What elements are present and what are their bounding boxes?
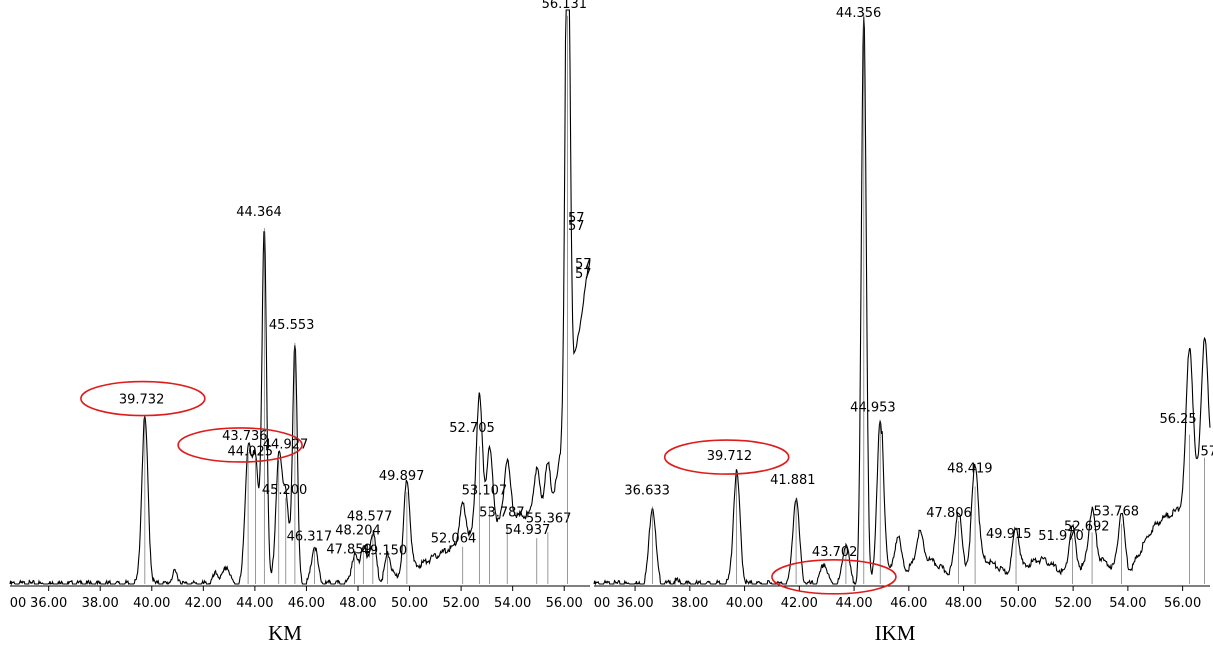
peak-label: 36.633 bbox=[624, 484, 670, 499]
x-tick-label: 44.00 bbox=[835, 596, 872, 611]
peak-label: 53.787 bbox=[479, 506, 525, 521]
x-tick-label: 00 bbox=[10, 596, 27, 611]
peak-label: 48.577 bbox=[347, 509, 393, 524]
peak-label: 56.131 bbox=[542, 0, 588, 12]
peak-label: 49.897 bbox=[379, 469, 425, 484]
peak-label: 49.150 bbox=[362, 543, 408, 558]
x-tick-label: 40.00 bbox=[133, 596, 170, 611]
peak-label: 52.064 bbox=[431, 532, 477, 547]
panel-caption: IKM bbox=[875, 621, 916, 645]
tail-label: 57 bbox=[568, 211, 585, 226]
peak-label: 54.937 bbox=[505, 523, 551, 538]
peak-label: 44.927 bbox=[263, 438, 309, 453]
chromatogram-trace bbox=[593, 16, 1211, 586]
x-tick-label: 42.00 bbox=[781, 596, 818, 611]
x-tick-label: 38.00 bbox=[82, 596, 119, 611]
peak-label: 44.025 bbox=[228, 445, 273, 460]
peak-label: 53.768 bbox=[1094, 505, 1140, 520]
peak-label: 41.881 bbox=[770, 473, 816, 488]
x-tick-label: 56.00 bbox=[1164, 596, 1201, 611]
peak-label: 45.200 bbox=[262, 483, 308, 498]
x-tick-label: 48.00 bbox=[945, 596, 982, 611]
tail-label: 57 bbox=[575, 257, 592, 272]
x-tick-label: 00 bbox=[594, 596, 611, 611]
peak-label: 47.806 bbox=[926, 506, 972, 521]
peak-label: 52.705 bbox=[449, 421, 495, 436]
peak-label: 39.732 bbox=[119, 393, 164, 408]
highlight-ellipse bbox=[80, 380, 206, 417]
x-tick-label: 36.00 bbox=[30, 596, 67, 611]
x-tick-label: 54.00 bbox=[1109, 596, 1146, 611]
chart-panel-ikm: 00 36.00 38.00 40.00 42.00 44.00 46.00 48.00 50.… bbox=[593, 6, 1213, 645]
x-tick-label: 50.00 bbox=[391, 596, 428, 611]
peak-label: 47.859 bbox=[326, 542, 372, 557]
peak-label: 51.970 bbox=[1038, 529, 1084, 544]
x-tick-label: 46.00 bbox=[288, 596, 325, 611]
peak-label: 52.692 bbox=[1064, 519, 1110, 534]
peak-label: 44.356 bbox=[836, 6, 882, 21]
x-tick-label: 42.00 bbox=[185, 596, 222, 611]
x-tick-label: 36.00 bbox=[616, 596, 653, 611]
peak-label: 39.712 bbox=[707, 449, 753, 464]
x-tick-label: 40.00 bbox=[726, 596, 763, 611]
peak-label: 55.367 bbox=[526, 511, 572, 526]
chart-panel-km: 00 36.00 38.00 40.00 42.00 44.00 46.00 48.00 50.… bbox=[9, 0, 592, 645]
highlight-ellipse bbox=[771, 559, 897, 595]
x-tick-label: 38.00 bbox=[671, 596, 708, 611]
x-tick-label: 44.00 bbox=[236, 596, 273, 611]
peak-label: 43.736 bbox=[222, 429, 268, 444]
peak-label: 48.419 bbox=[947, 461, 993, 476]
peak-label: 44.953 bbox=[850, 400, 896, 415]
peak-label: 44.364 bbox=[236, 205, 282, 220]
peak-label: 49.915 bbox=[986, 527, 1032, 542]
peak-label: 53.107 bbox=[462, 484, 508, 499]
peak-label: 57 bbox=[1201, 445, 1213, 460]
x-tick-label: 52.00 bbox=[443, 596, 480, 611]
highlight-ellipse bbox=[663, 439, 790, 475]
x-tick-label: 48.00 bbox=[339, 596, 376, 611]
x-tick-label: 52.00 bbox=[1055, 596, 1092, 611]
tail-label: 57 bbox=[568, 219, 585, 234]
x-tick-label: 50.00 bbox=[1000, 596, 1037, 611]
peak-label: 56.25 bbox=[1159, 412, 1196, 427]
panel-caption: KM bbox=[268, 621, 302, 645]
x-tick-label: 46.00 bbox=[890, 596, 927, 611]
peak-label: 43.702 bbox=[812, 545, 858, 560]
tail-label: 57 bbox=[575, 267, 592, 282]
peak-label: 46.317 bbox=[287, 530, 333, 545]
peak-label: 48.204 bbox=[335, 524, 381, 539]
x-tick-label: 56.00 bbox=[546, 596, 583, 611]
x-tick-label: 54.00 bbox=[494, 596, 531, 611]
highlight-ellipse bbox=[177, 427, 303, 463]
chromatogram-trace bbox=[9, 9, 591, 586]
peak-label: 45.553 bbox=[269, 318, 315, 333]
